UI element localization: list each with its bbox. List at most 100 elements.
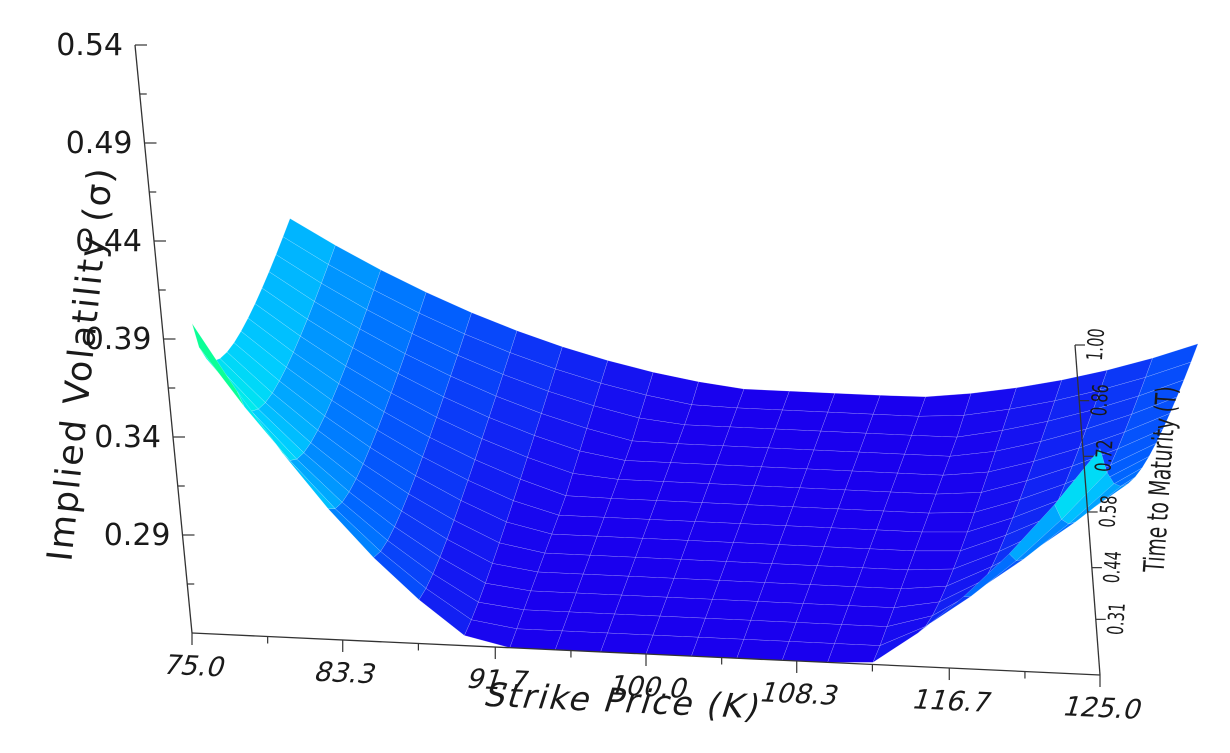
surface-patch	[596, 517, 650, 539]
surface-patch	[670, 443, 724, 465]
surface-patch	[897, 453, 951, 476]
surface-patch	[635, 538, 689, 560]
y-tick-label: 0.44	[1100, 550, 1127, 584]
z-tick-label: 0.44	[75, 224, 142, 259]
surface-patch	[708, 464, 762, 486]
surface-patch	[935, 471, 989, 495]
surface-patch	[680, 540, 734, 562]
surface-patch	[782, 390, 836, 413]
surface-patch	[806, 449, 860, 472]
surface-patch	[747, 485, 801, 508]
surface-patch	[862, 548, 916, 571]
surface-patch	[589, 535, 643, 558]
surface-patch	[834, 624, 888, 646]
surface-patch	[872, 395, 926, 417]
surface-patch	[687, 521, 741, 543]
surface-patch	[733, 523, 787, 545]
surface-patch	[813, 430, 867, 453]
z-tick-label: 0.54	[56, 28, 123, 63]
surface-patch	[914, 531, 968, 552]
x-tick-label: 91.7	[463, 663, 533, 697]
z-tick-label: 0.39	[85, 322, 152, 357]
x-tick-label: 116.7	[909, 684, 996, 719]
surface-patch	[575, 573, 629, 596]
surface-patch	[561, 611, 615, 634]
surface-patch	[659, 596, 713, 619]
surface-patch	[544, 533, 598, 556]
surface-patch	[837, 489, 891, 512]
x-tick-label: 100.0	[605, 670, 692, 705]
surface-patch	[781, 641, 835, 663]
x-tick-label: 108.3	[756, 677, 843, 712]
surface-patch	[750, 601, 804, 623]
surface-patch	[761, 447, 815, 470]
surface-patch	[656, 481, 710, 503]
surface-patch	[736, 388, 790, 411]
surface-patch	[768, 428, 822, 451]
surface-patch	[802, 584, 856, 606]
surface-patch	[649, 500, 703, 522]
surface-patch	[900, 568, 954, 590]
surface-patch	[858, 432, 912, 455]
surface-patch	[554, 630, 608, 653]
surface-patch	[624, 440, 678, 463]
surface-patch	[652, 615, 706, 638]
surface-patch	[509, 628, 563, 651]
y-tick-label: 0.31	[1104, 602, 1131, 636]
surface-patch	[726, 542, 780, 564]
surface-patch	[778, 525, 832, 547]
x-tick-label: 83.3	[311, 656, 381, 690]
y-tick-label: 0.86	[1087, 383, 1114, 417]
surface-patch	[673, 559, 727, 581]
surface-patch	[799, 468, 853, 491]
z-tick-label: 0.34	[94, 420, 161, 455]
surface-patch	[820, 411, 874, 434]
surface-patch	[904, 435, 958, 457]
surface-patch	[705, 599, 759, 621]
surface-patch	[684, 404, 738, 428]
surface-patch	[848, 586, 902, 608]
surface-patch	[928, 492, 982, 514]
surface-patch	[537, 552, 591, 575]
surface-patch	[715, 445, 769, 468]
surface-patch	[691, 381, 745, 409]
x-tick-label: 125.0	[1059, 691, 1146, 726]
x-axis-title: Strike Price (K)	[480, 676, 767, 726]
surface-patch	[876, 510, 930, 533]
surface-patch	[911, 415, 965, 438]
surface-patch	[600, 632, 654, 655]
surface-patch	[809, 565, 863, 587]
surface-patch	[736, 639, 790, 661]
surface-patch	[764, 563, 818, 585]
surface-patch	[771, 544, 825, 566]
surface-patch	[757, 582, 811, 604]
surface-patch	[827, 643, 881, 663]
surface-patch	[775, 409, 829, 432]
surface-patch	[523, 590, 577, 613]
surface-patch	[614, 594, 668, 617]
surface-patch	[754, 466, 808, 489]
surface-patch	[792, 487, 846, 510]
y-tick-label: 0.58	[1096, 495, 1123, 529]
surface-patch	[795, 603, 849, 625]
x-tick-label: 75.0	[160, 649, 230, 683]
surface-patch	[823, 527, 877, 550]
z-tick-label: 0.29	[104, 518, 171, 553]
surface-patch	[788, 622, 842, 644]
surface-patch	[918, 393, 972, 417]
surface-patch	[645, 634, 699, 657]
surface-patch	[865, 413, 919, 436]
z-axis-title: Implied Volatility (σ)	[40, 164, 121, 563]
surface-patch	[698, 617, 752, 640]
surface-patch	[729, 407, 783, 430]
surface-patch	[610, 479, 664, 501]
surface-patch	[722, 426, 776, 449]
surface-patch	[883, 491, 937, 514]
surface-patch	[816, 546, 870, 569]
surface-patch	[663, 462, 717, 484]
surface-patch	[617, 460, 671, 482]
surface-patch	[785, 506, 839, 529]
surface-patch	[743, 620, 797, 642]
surface-patch	[921, 512, 975, 533]
